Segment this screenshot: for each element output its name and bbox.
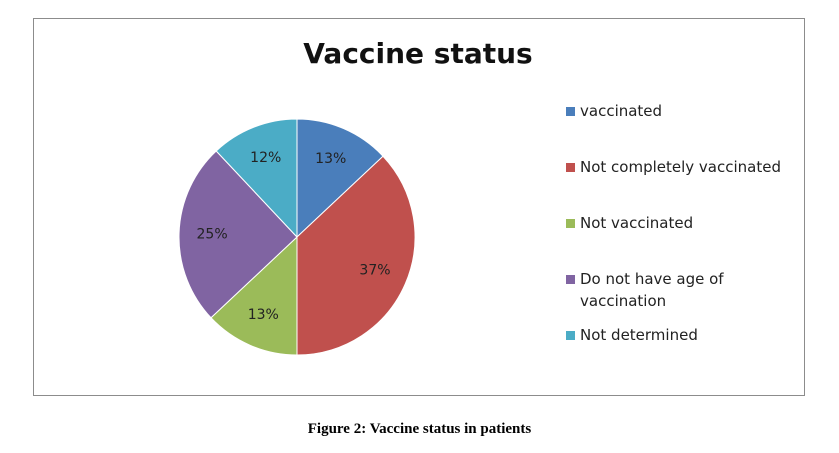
legend-label: Do not have age of vaccination	[580, 270, 724, 310]
pie-slice	[296, 155, 416, 356]
legend-swatch	[566, 219, 575, 228]
chart-title: Vaccine status	[303, 37, 532, 70]
pie-slice	[210, 235, 298, 356]
data-label: 25%	[197, 226, 228, 242]
legend-item: vaccinated	[566, 100, 796, 122]
caption: Figure 2: Vaccine status in patients	[307, 421, 532, 437]
pie-slice	[296, 118, 384, 239]
pie-slice	[215, 118, 298, 239]
data-label: 12%	[250, 150, 281, 166]
legend-label: vaccinated	[580, 102, 663, 120]
pie-slice	[178, 150, 298, 319]
legend-item: Not determined	[566, 324, 796, 346]
data-label: 37%	[359, 263, 390, 279]
chart-frame	[33, 18, 805, 396]
legend-label: Not determined	[580, 326, 698, 344]
legend-swatch	[566, 107, 575, 116]
legend-swatch	[566, 331, 575, 340]
legend-swatch	[566, 275, 575, 284]
legend-item: Not completely vaccinated	[566, 156, 796, 178]
data-label: 13%	[248, 307, 279, 323]
legend-swatch	[566, 163, 575, 172]
legend-label: Not vaccinated	[580, 214, 694, 232]
legend-label: Not completely vaccinated	[580, 158, 781, 176]
legend-item: Not vaccinated	[566, 212, 796, 234]
data-label: 13%	[315, 151, 346, 167]
legend-item: Do not have age of vaccination	[566, 268, 796, 312]
